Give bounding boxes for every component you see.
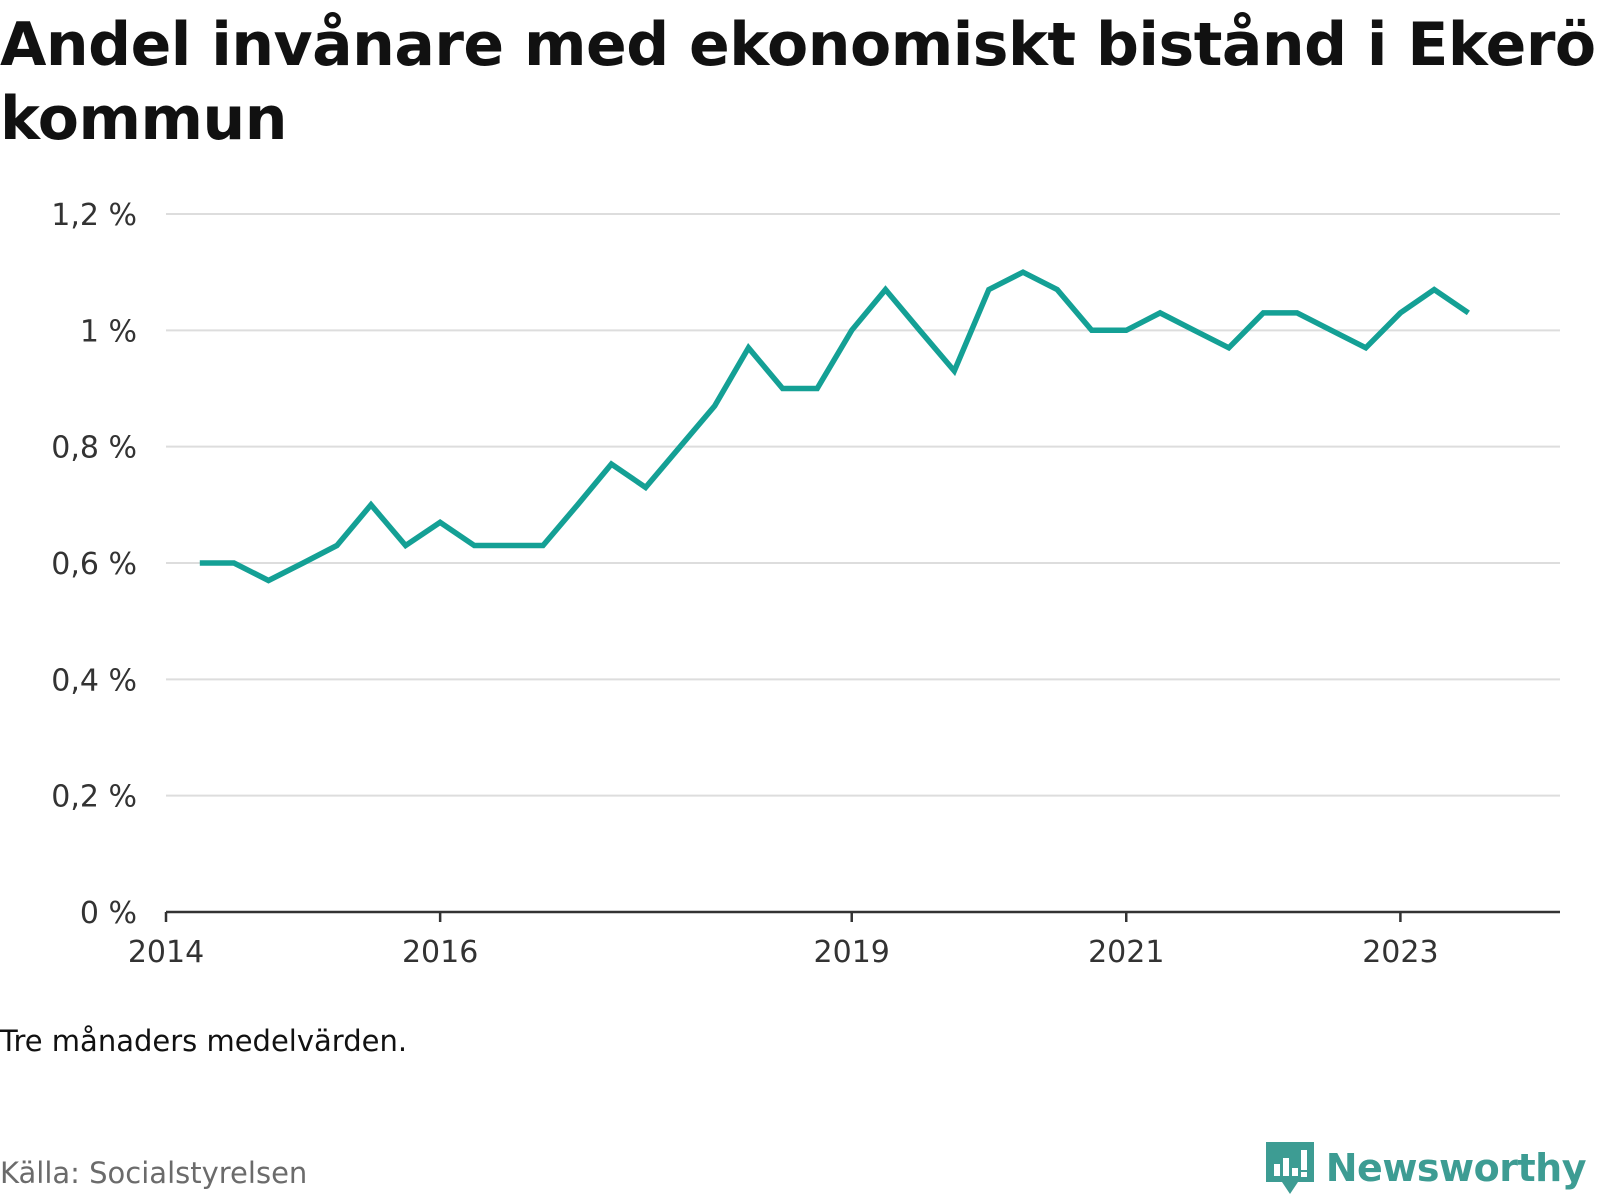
- data-point: [849, 327, 855, 333]
- data-point: [677, 444, 683, 450]
- data-point: [266, 577, 272, 583]
- x-tick-label: 2014: [128, 935, 204, 970]
- gridlines: [166, 213, 1560, 797]
- data-point: [197, 560, 203, 566]
- series-line: [199, 269, 1470, 584]
- data-point: [780, 386, 786, 392]
- y-tick-label: 0,4 %: [51, 663, 137, 698]
- newsworthy-logo-icon: [1265, 1142, 1314, 1194]
- logo-text: Newsworthy: [1325, 1146, 1587, 1190]
- newsworthy-logo[interactable]: Newsworthy: [1264, 1140, 1587, 1196]
- x-tick-label: 2016: [402, 935, 478, 970]
- data-point: [471, 543, 477, 549]
- data-point: [505, 543, 511, 549]
- data-point: [368, 502, 374, 508]
- data-point: [231, 560, 237, 566]
- data-point: [917, 327, 923, 333]
- data-point: [403, 543, 409, 549]
- data-point: [1465, 310, 1471, 316]
- data-point: [540, 543, 546, 549]
- y-tick-label: 0,6 %: [51, 547, 137, 582]
- data-point: [883, 287, 889, 293]
- data-point: [300, 560, 306, 566]
- y-tick-label: 0,2 %: [51, 780, 137, 815]
- x-tick-label: 2021: [1088, 935, 1164, 970]
- y-tick-label: 0 %: [80, 896, 137, 931]
- y-axis-tick-labels: 0 % 0,2 % 0,4 % 0,6 % 0,8 % 1 % 1,2 %: [51, 198, 137, 931]
- chart-note: Tre månaders medelvärden.: [0, 1024, 408, 1058]
- x-axis: 2014 2016 2019 2021 2023: [128, 910, 1560, 970]
- data-point: [1260, 310, 1266, 316]
- data-point: [745, 345, 751, 351]
- data-point: [1089, 327, 1095, 333]
- data-point: [1294, 310, 1300, 316]
- chart-title: Andel invånare med ekonomiskt bistånd i …: [0, 10, 1596, 154]
- data-point: [1191, 327, 1197, 333]
- data-point: [1397, 310, 1403, 316]
- line-chart: 0 % 0,2 % 0,4 % 0,6 % 0,8 % 1 % 1,2 % 2014 2016…: [51, 198, 1560, 970]
- data-point: [437, 519, 443, 525]
- data-point: [575, 502, 581, 508]
- x-tick-label: 2023: [1362, 935, 1438, 970]
- y-tick-label: 0,8 %: [51, 431, 137, 466]
- data-point: [986, 287, 992, 293]
- data-point: [1363, 345, 1369, 351]
- data-point: [814, 386, 820, 392]
- y-tick-label: 1 %: [80, 314, 137, 349]
- data-point: [1431, 287, 1437, 293]
- data-point: [334, 543, 340, 549]
- x-tick-label: 2019: [814, 935, 890, 970]
- data-point: [1054, 287, 1060, 293]
- data-point: [1123, 327, 1129, 333]
- data-point: [712, 403, 718, 409]
- source-text: Källa: Socialstyrelsen: [0, 1156, 308, 1190]
- data-point: [951, 368, 957, 374]
- data-point: [1226, 345, 1232, 351]
- data-point: [1328, 327, 1334, 333]
- data-point: [1157, 310, 1163, 316]
- series-layer: [197, 269, 1471, 584]
- data-point: [1020, 269, 1026, 275]
- data-point: [608, 461, 614, 467]
- data-point: [643, 484, 649, 490]
- y-tick-label: 1,2 %: [51, 198, 137, 233]
